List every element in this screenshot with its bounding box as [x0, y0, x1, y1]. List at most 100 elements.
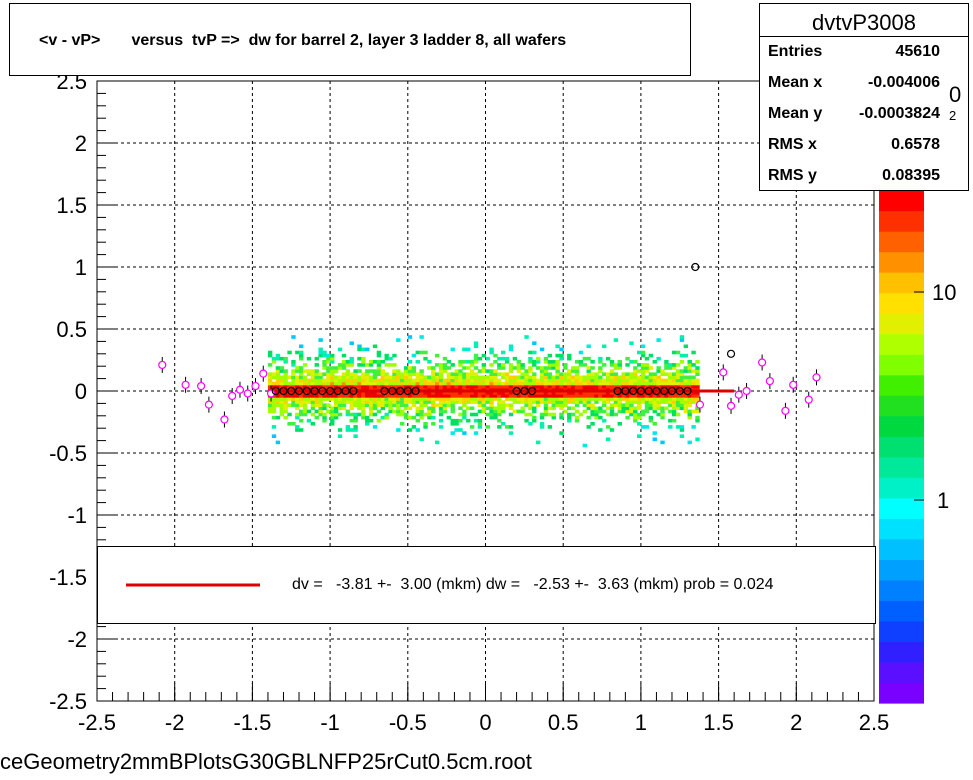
density-cell [322, 381, 327, 386]
density-cell [454, 381, 459, 386]
density-cell [462, 375, 467, 380]
density-cell [466, 391, 471, 395]
density-cell [446, 397, 452, 401]
density-cell [345, 375, 351, 380]
density-cell [644, 375, 650, 380]
density-cell [504, 372, 510, 376]
density-cell [609, 409, 615, 414]
density-cell [555, 378, 560, 383]
density-cell [660, 412, 665, 417]
density-cell [477, 369, 483, 373]
density-cell [431, 406, 436, 411]
density-cell [454, 422, 459, 426]
density-cell [291, 403, 296, 407]
density-cell [295, 381, 300, 386]
density-cell [524, 397, 529, 401]
density-cell [567, 418, 572, 423]
density-cell [275, 356, 281, 361]
density-cell [582, 356, 588, 361]
density-cell [629, 394, 634, 398]
density-cell [353, 378, 358, 383]
density-cell [353, 403, 358, 407]
density-cell [539, 384, 545, 389]
density-cell [637, 350, 642, 355]
density-cell [652, 384, 657, 389]
density-cell [485, 391, 490, 395]
density-cell [508, 378, 514, 383]
density-cell [396, 409, 401, 414]
density-cell [555, 403, 560, 407]
density-cell [536, 400, 541, 404]
density-cell [446, 384, 452, 389]
density-cell [341, 363, 347, 367]
density-cell [341, 372, 347, 376]
density-cell [602, 372, 607, 376]
density-cell [489, 350, 494, 355]
profile-point [251, 381, 260, 391]
density-cell [489, 372, 494, 376]
density-cell [415, 378, 420, 383]
density-cell [520, 378, 525, 383]
density-cell [337, 347, 343, 352]
profile-point [220, 415, 229, 424]
density-cell [609, 397, 615, 401]
density-cell [516, 366, 521, 370]
density-cell [384, 397, 389, 401]
density-cell [501, 381, 506, 386]
density-cell [629, 378, 634, 383]
mean-point [380, 386, 389, 396]
density-cell [302, 391, 308, 395]
density-cell [683, 391, 689, 395]
density-cell [446, 381, 452, 386]
density-cell [314, 384, 319, 389]
density-cell [299, 428, 304, 432]
density-cell [372, 360, 378, 364]
density-cell [415, 418, 420, 423]
density-cell [586, 397, 591, 401]
density-cell [310, 400, 316, 404]
density-cell [508, 366, 514, 370]
density-cell [403, 375, 409, 380]
density-cell [683, 409, 689, 414]
density-cell [267, 400, 273, 404]
density-cell [411, 397, 417, 401]
density-cell [330, 381, 335, 386]
density-cell [532, 391, 537, 395]
density-cell [275, 440, 281, 445]
mean-point [652, 386, 661, 396]
density-cell [644, 400, 650, 404]
density-cell [275, 372, 281, 376]
density-cell [633, 400, 638, 404]
x-tick-label: -2.5 [78, 710, 116, 735]
density-cell [349, 428, 354, 432]
density-cell [481, 394, 486, 398]
density-cell [489, 415, 494, 420]
density-cell [462, 381, 467, 386]
density-cell [434, 381, 440, 386]
color-scale-cell [879, 251, 924, 273]
mean-point [512, 386, 521, 396]
density-cell [291, 372, 296, 376]
density-cell [368, 375, 374, 380]
density-cell [469, 394, 475, 398]
density-cell [415, 412, 420, 417]
density-cell [504, 384, 510, 389]
density-cell [380, 394, 385, 398]
density-cell [532, 341, 537, 345]
density-cell [668, 391, 673, 395]
density-cell [466, 360, 471, 364]
density-cell [330, 394, 335, 398]
density-cell [617, 378, 622, 383]
density-cell [578, 391, 584, 395]
density-cell [539, 397, 545, 401]
density-cell [598, 394, 603, 398]
stat-row-mean-x: Mean x -0.004006 [760, 68, 968, 99]
density-cell [691, 363, 696, 367]
density-cell [349, 341, 354, 345]
density-cell [438, 397, 444, 401]
density-cell [679, 381, 685, 386]
density-cell [567, 381, 572, 386]
density-cell [299, 400, 304, 404]
density-cell [450, 431, 455, 435]
density-cell [442, 400, 448, 404]
